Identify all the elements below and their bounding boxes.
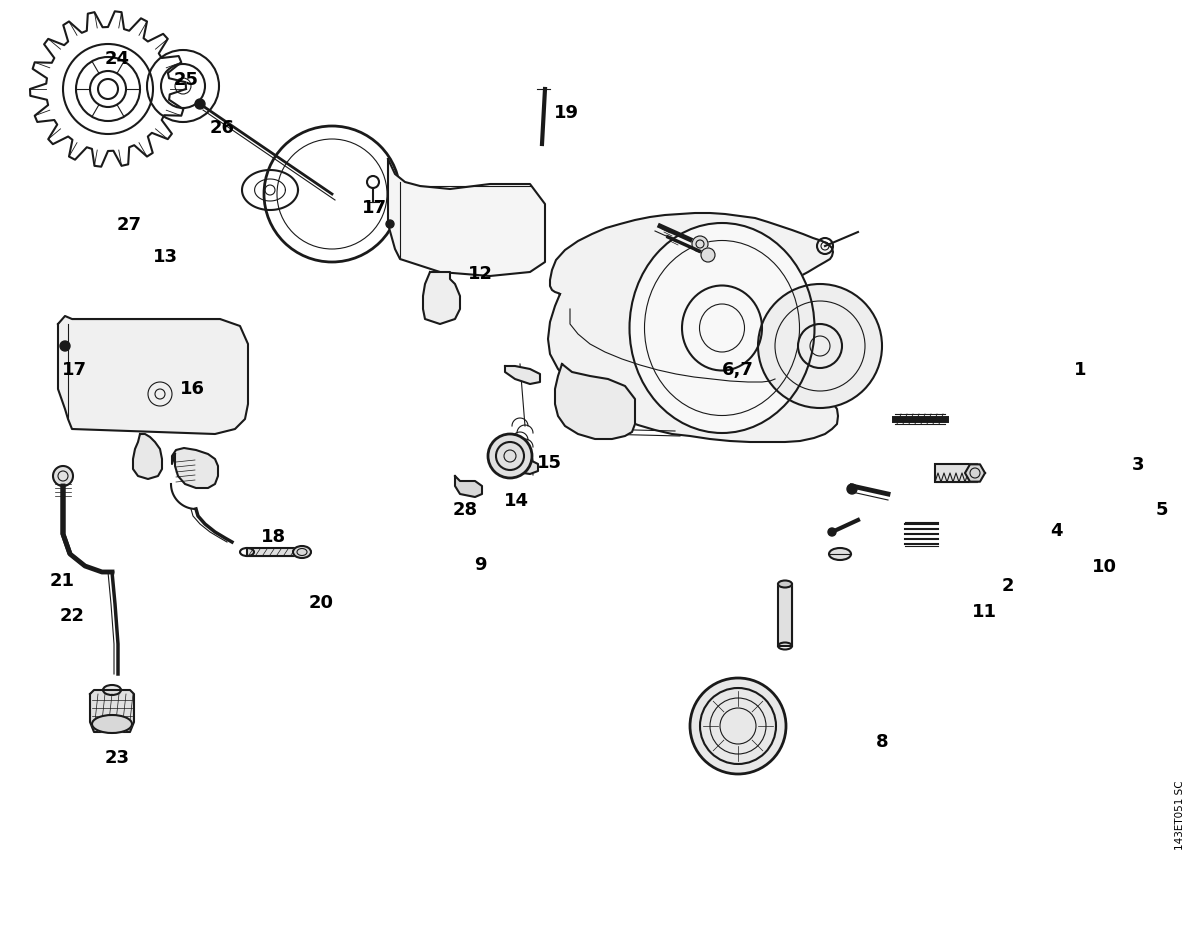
Text: 5: 5 — [1156, 500, 1168, 519]
Polygon shape — [455, 477, 482, 497]
Text: 19: 19 — [554, 104, 578, 123]
Text: 25: 25 — [174, 71, 198, 90]
Circle shape — [701, 248, 715, 262]
Ellipse shape — [103, 685, 121, 696]
Text: 6,7: 6,7 — [722, 361, 754, 379]
Text: 27: 27 — [118, 215, 142, 234]
Circle shape — [386, 221, 394, 228]
Text: 24: 24 — [106, 49, 130, 68]
Text: 20: 20 — [310, 593, 334, 612]
Text: 23: 23 — [106, 748, 130, 767]
Bar — [247, 548, 302, 556]
Text: 18: 18 — [262, 527, 286, 546]
Circle shape — [488, 434, 532, 479]
Polygon shape — [133, 434, 162, 480]
Ellipse shape — [293, 547, 311, 559]
Polygon shape — [58, 316, 248, 434]
Circle shape — [194, 100, 205, 110]
Ellipse shape — [630, 224, 815, 433]
Text: 10: 10 — [1092, 557, 1116, 576]
Circle shape — [758, 285, 882, 409]
Text: 22: 22 — [60, 606, 84, 625]
Text: 14: 14 — [504, 491, 528, 510]
Text: 9: 9 — [474, 555, 486, 574]
Circle shape — [692, 237, 708, 253]
Text: 21: 21 — [50, 571, 74, 590]
Text: 15: 15 — [538, 453, 562, 472]
Bar — [247, 548, 302, 556]
Text: 17: 17 — [362, 198, 386, 217]
Text: 17: 17 — [62, 361, 86, 379]
Polygon shape — [172, 448, 218, 488]
Ellipse shape — [92, 716, 132, 733]
Bar — [778, 584, 792, 647]
Ellipse shape — [829, 548, 851, 561]
Circle shape — [690, 679, 786, 774]
Polygon shape — [498, 458, 538, 475]
Circle shape — [828, 529, 836, 536]
Polygon shape — [965, 464, 985, 482]
Bar — [935, 464, 977, 482]
Text: 12: 12 — [468, 264, 492, 283]
Text: 143ET051 SC: 143ET051 SC — [1175, 780, 1186, 849]
Circle shape — [53, 466, 73, 486]
Circle shape — [60, 342, 70, 351]
Text: 28: 28 — [454, 500, 478, 519]
Polygon shape — [554, 364, 635, 440]
Polygon shape — [548, 213, 838, 443]
Polygon shape — [90, 690, 134, 733]
Text: 3: 3 — [1132, 455, 1144, 474]
Text: 1: 1 — [1074, 361, 1086, 379]
Text: 4: 4 — [1050, 521, 1062, 540]
Bar — [935, 464, 977, 482]
Text: 26: 26 — [210, 118, 234, 137]
Text: 2: 2 — [1002, 576, 1014, 595]
Text: 16: 16 — [180, 379, 204, 398]
Text: 8: 8 — [876, 732, 888, 750]
Text: 11: 11 — [972, 602, 996, 621]
Polygon shape — [424, 273, 460, 325]
Polygon shape — [505, 366, 540, 384]
Text: 13: 13 — [154, 247, 178, 266]
Ellipse shape — [778, 581, 792, 588]
Bar — [778, 584, 792, 647]
Circle shape — [847, 484, 857, 495]
Polygon shape — [388, 160, 545, 277]
